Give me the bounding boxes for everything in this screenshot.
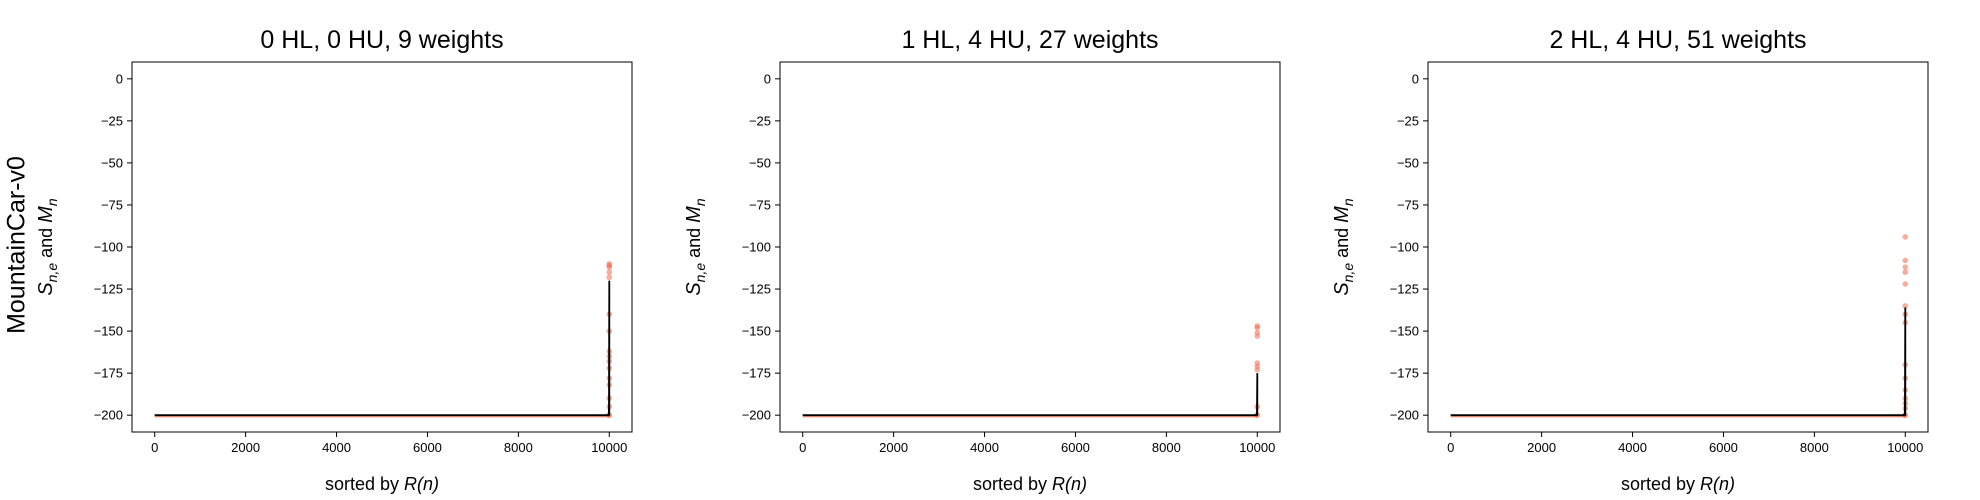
x-tick-label: 10000 (1887, 440, 1923, 455)
y-tick-label: −175 (742, 366, 771, 381)
y-tick-label: −100 (94, 240, 123, 255)
y-tick-label: −25 (101, 113, 123, 128)
y-tick-label: −200 (1390, 408, 1419, 423)
sample-point (1254, 366, 1261, 373)
x-tick-label: 4000 (1618, 440, 1647, 455)
y-tick-label: −200 (94, 408, 123, 423)
x-tick-label: 2000 (1527, 440, 1556, 455)
y-tick-label: −75 (749, 197, 771, 212)
y-axis-label-s: S (1331, 282, 1353, 296)
chart-panel-0: 0 2000 4000 6000 8000 10000 0 −25 −50 −75 −100 −125… (35, 26, 633, 494)
y-tick-label: −150 (94, 324, 123, 339)
y-tick-label: −125 (94, 282, 123, 297)
y-tick-label: −50 (749, 155, 771, 170)
sample-point (606, 269, 613, 276)
sample-point (1902, 281, 1909, 287)
chart-panel-1: 0 2000 4000 6000 8000 10000 0 −25 −50 −75 −100 −125… (683, 26, 1281, 494)
y-tick-label: 0 (116, 71, 123, 86)
x-axis-label-text: sorted by (325, 474, 404, 494)
sample-point (1902, 303, 1909, 309)
x-tick-label: 0 (1447, 440, 1454, 455)
y-axis-label-s-sub: n,e (1340, 263, 1356, 283)
mean-line (1450, 307, 1907, 417)
x-tick-label: 0 (151, 440, 158, 455)
x-tick-label: 6000 (413, 440, 442, 455)
x-axis-label-math: R(n) (404, 474, 439, 494)
sample-point (606, 274, 613, 281)
x-tick-label: 4000 (322, 440, 351, 455)
y-axis-label-s-sub: n,e (692, 263, 708, 283)
y-axis-label: Sn,e and Mn (1331, 198, 1356, 296)
y-tick-label: 0 (1412, 71, 1419, 86)
y-axis-label-and: and (1332, 223, 1352, 263)
x-axis-label: sorted by R(n) (1621, 474, 1735, 494)
x-tick-label: 8000 (1152, 440, 1181, 455)
y-axis-label-m: M (1331, 206, 1353, 223)
x-tick-label: 6000 (1709, 440, 1738, 455)
y-tick-label: −175 (1390, 366, 1419, 381)
y-axis-label-and: and (36, 223, 56, 263)
y-axis-label-and: and (684, 223, 704, 263)
y-axis-label-m-sub: n (1340, 198, 1356, 206)
y-tick-label: −150 (742, 324, 771, 339)
sample-point (1902, 269, 1909, 276)
x-tick-label: 0 (799, 440, 806, 455)
y-tick-label: −50 (101, 155, 123, 170)
y-tick-label: −100 (1390, 240, 1419, 255)
sample-point (1254, 324, 1261, 331)
y-axis-label: Sn,e and Mn (683, 198, 708, 296)
y-axis-label-s: S (683, 282, 705, 296)
y-tick-label: −25 (749, 113, 771, 128)
y-tick-label: −50 (1397, 155, 1419, 170)
x-axis-label-text: sorted by (973, 474, 1052, 494)
mean-line (802, 373, 1259, 417)
chart-title: 1 HL, 4 HU, 27 weights (901, 26, 1158, 54)
y-tick-label: −100 (742, 240, 771, 255)
chart-title: 0 HL, 0 HU, 9 weights (260, 26, 503, 54)
x-tick-label: 10000 (591, 440, 627, 455)
sample-point (1254, 333, 1261, 339)
x-axis-label-math: R(n) (1700, 474, 1735, 494)
x-tick-label: 10000 (1239, 440, 1275, 455)
mean-line (154, 280, 611, 417)
y-axis-label: Sn,e and Mn (35, 198, 60, 296)
sample-point (1902, 234, 1909, 240)
y-tick-label: −125 (742, 282, 771, 297)
y-axis-label-m-sub: n (44, 198, 60, 206)
y-axis-label-m: M (683, 206, 705, 223)
y-axis-label-s-sub: n,e (44, 263, 60, 283)
y-tick-label: −75 (101, 197, 123, 212)
sample-point (606, 264, 613, 270)
x-axis-label: sorted by R(n) (325, 474, 439, 494)
chart-title: 2 HL, 4 HU, 51 weights (1549, 26, 1806, 54)
x-tick-label: 2000 (879, 440, 908, 455)
y-tick-label: −75 (1397, 197, 1419, 212)
y-axis-label-s: S (35, 282, 57, 296)
y-tick-label: −125 (1390, 282, 1419, 297)
x-axis-label-math: R(n) (1052, 474, 1087, 494)
x-axis-label-text: sorted by (1621, 474, 1700, 494)
y-tick-label: −150 (1390, 324, 1419, 339)
x-axis-label: sorted by R(n) (973, 474, 1087, 494)
y-tick-label: −175 (94, 366, 123, 381)
sample-point (1902, 264, 1909, 270)
y-axis-label-m: M (35, 206, 57, 223)
plot-frame (1427, 61, 1929, 433)
y-tick-label: 0 (764, 71, 771, 86)
sample-point (1902, 257, 1909, 264)
x-tick-label: 8000 (504, 440, 533, 455)
x-tick-label: 8000 (1800, 440, 1829, 455)
y-axis-label-m-sub: n (692, 198, 708, 206)
x-tick-label: 2000 (231, 440, 260, 455)
y-tick-label: −25 (1397, 113, 1419, 128)
y-tick-label: −200 (742, 408, 771, 423)
x-tick-label: 6000 (1061, 440, 1090, 455)
x-tick-label: 4000 (970, 440, 999, 455)
